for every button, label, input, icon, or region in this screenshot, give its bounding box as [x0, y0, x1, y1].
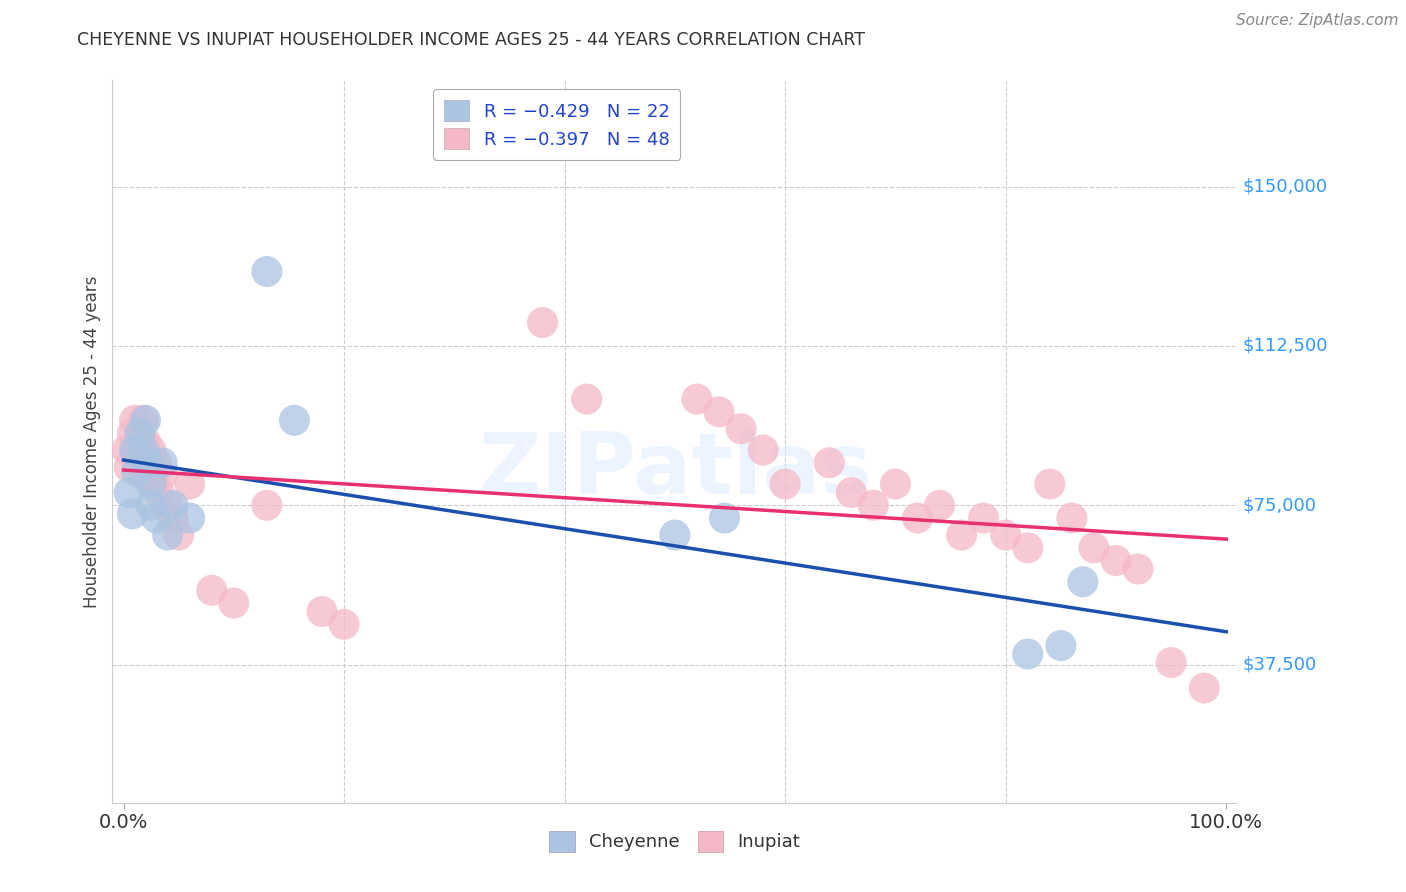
Y-axis label: Householder Income Ages 25 - 44 years: Householder Income Ages 25 - 44 years [83, 276, 101, 607]
Point [201, 583, 224, 598]
Point [124, 413, 146, 427]
Point [118, 460, 141, 475]
Text: $75,000: $75,000 [1243, 496, 1317, 515]
Point [115, 443, 138, 458]
Point [884, 477, 907, 491]
Point [907, 511, 929, 525]
Point [167, 528, 190, 542]
Point [256, 498, 278, 512]
Point [333, 617, 356, 632]
Point [1071, 574, 1094, 589]
Point [1060, 511, 1083, 525]
Point [136, 456, 159, 470]
Point [135, 413, 157, 427]
Text: $37,500: $37,500 [1243, 656, 1317, 673]
Point [664, 528, 686, 542]
Point [1126, 562, 1149, 576]
Point [125, 443, 148, 458]
Point [150, 468, 173, 483]
Point [713, 511, 735, 525]
Point [950, 528, 973, 542]
Text: CHEYENNE VS INUPIAT HOUSEHOLDER INCOME AGES 25 - 44 YEARS CORRELATION CHART: CHEYENNE VS INUPIAT HOUSEHOLDER INCOME A… [77, 31, 865, 49]
Point [121, 507, 143, 521]
Point [129, 425, 152, 440]
Point [162, 511, 184, 525]
Point [752, 443, 775, 458]
Point [1017, 647, 1039, 661]
Point [145, 456, 167, 470]
Point [132, 468, 155, 483]
Point [148, 485, 170, 500]
Point [1017, 541, 1039, 555]
Point [156, 498, 179, 512]
Point [256, 264, 278, 278]
Point [730, 422, 752, 436]
Point [862, 498, 884, 512]
Point [162, 498, 184, 512]
Point [139, 477, 162, 491]
Point [575, 392, 598, 406]
Point [118, 485, 141, 500]
Point [150, 456, 173, 470]
Point [686, 392, 709, 406]
Text: $112,500: $112,500 [1243, 337, 1329, 355]
Point [283, 413, 305, 427]
Point [1050, 639, 1073, 653]
Point [531, 316, 554, 330]
Point [839, 485, 862, 500]
Text: ZIPatlas: ZIPatlas [478, 429, 872, 512]
Point [1160, 656, 1182, 670]
Point [707, 405, 730, 419]
Point [179, 477, 201, 491]
Point [129, 434, 152, 449]
Point [132, 413, 155, 427]
Text: $150,000: $150,000 [1243, 178, 1329, 195]
Point [125, 464, 148, 478]
Legend: Cheyenne, Inupiat: Cheyenne, Inupiat [543, 823, 807, 859]
Point [156, 528, 179, 542]
Text: Source: ZipAtlas.com: Source: ZipAtlas.com [1236, 13, 1399, 29]
Point [773, 477, 796, 491]
Point [143, 477, 166, 491]
Point [121, 425, 143, 440]
Point [145, 511, 167, 525]
Point [139, 498, 162, 512]
Point [139, 443, 162, 458]
Point [124, 443, 146, 458]
Point [973, 511, 995, 525]
Point [818, 456, 841, 470]
Point [132, 443, 155, 458]
Point [1083, 541, 1105, 555]
Point [994, 528, 1017, 542]
Point [222, 596, 245, 610]
Point [1105, 553, 1128, 567]
Point [1192, 681, 1215, 695]
Point [136, 456, 159, 470]
Point [311, 605, 333, 619]
Point [179, 511, 201, 525]
Point [1039, 477, 1062, 491]
Point [928, 498, 950, 512]
Point [135, 434, 157, 449]
